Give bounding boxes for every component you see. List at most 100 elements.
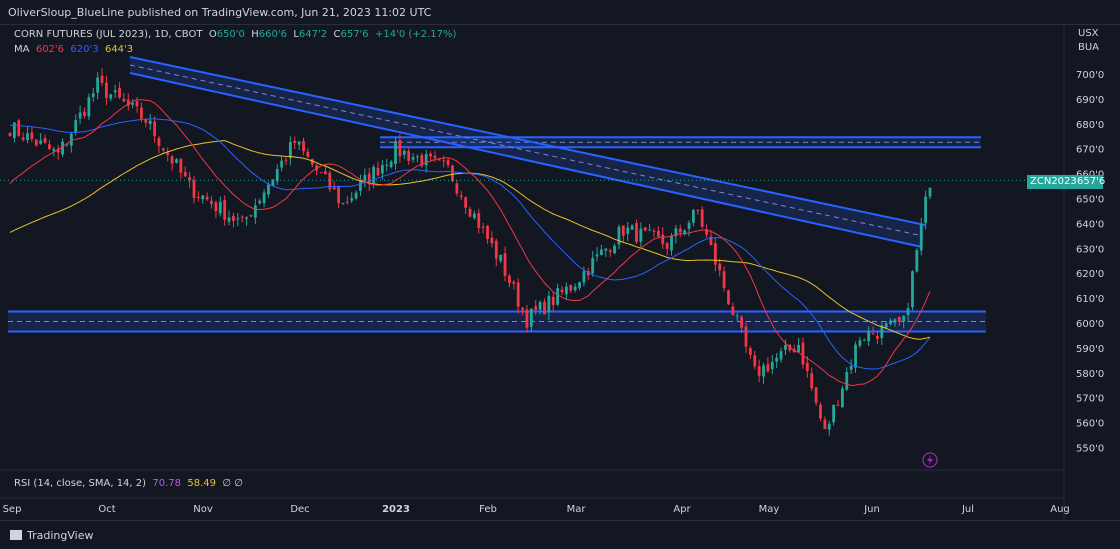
candle-body <box>805 362 809 371</box>
candle-body <box>433 155 437 158</box>
candle-body <box>297 141 301 145</box>
candle-body <box>424 153 428 166</box>
candle-body <box>911 271 914 308</box>
candle-body <box>245 217 248 219</box>
candle-body <box>332 187 336 190</box>
rsi-label[interactable]: RSI (14, close, SMA, 14, 2) <box>14 478 147 489</box>
candle-body <box>83 111 86 116</box>
candle-body <box>275 169 279 182</box>
x-tick-label: 2023 <box>382 504 410 515</box>
candle-body <box>380 165 384 174</box>
tradingview-logo[interactable]: TradingView <box>10 529 93 542</box>
candle-body <box>770 361 774 369</box>
ma-label[interactable]: MA <box>14 44 30 55</box>
candle-body <box>78 112 82 119</box>
candle-body <box>43 138 47 143</box>
candle-body <box>840 388 844 408</box>
ma-slow-line <box>9 140 931 340</box>
candle-body <box>104 82 108 98</box>
candle-body <box>26 133 29 141</box>
candle-body <box>455 183 459 194</box>
candle-body <box>389 161 393 168</box>
candle-body <box>17 120 21 136</box>
candle-body <box>183 172 187 177</box>
candle-body <box>508 275 511 284</box>
candle-body <box>210 200 213 204</box>
flash-icon[interactable] <box>922 452 938 468</box>
candle-body <box>919 223 923 251</box>
last-price-badge: ZCN2023 657'6 <box>1027 175 1105 189</box>
flash-icon-bolt <box>927 455 933 465</box>
candle-body <box>372 166 376 183</box>
candle-body <box>288 141 292 159</box>
candle-body <box>131 103 135 105</box>
candle-body <box>753 355 757 367</box>
candle-body <box>595 254 599 257</box>
candle-body <box>880 325 884 338</box>
candle-body <box>889 320 892 325</box>
candle-body <box>354 192 358 199</box>
candle-body <box>218 201 222 214</box>
candle-body <box>928 187 932 197</box>
candle-body <box>643 227 647 231</box>
x-tick-label: Aug <box>1050 504 1070 515</box>
candle-body <box>188 177 192 181</box>
candle-body <box>350 198 354 201</box>
rsi-extra: ∅ ∅ <box>222 478 244 489</box>
x-tick-label: Jul <box>961 504 974 515</box>
brand-text: TradingView <box>27 529 94 542</box>
candle-body <box>529 308 533 327</box>
candle-body <box>100 75 104 83</box>
candle-body <box>310 159 314 165</box>
candle-body <box>328 172 332 190</box>
candle-body <box>416 156 419 158</box>
candle-body <box>324 171 327 175</box>
candle-body <box>402 150 406 155</box>
candle-body <box>118 87 121 98</box>
channel-lower-line <box>129 72 923 248</box>
candle-body <box>854 344 857 368</box>
candle-body <box>451 165 454 182</box>
candle-body <box>477 213 481 229</box>
y-tick-label: 690'0 <box>1076 95 1104 106</box>
candle-body <box>486 225 489 239</box>
x-tick-label: Oct <box>98 504 115 515</box>
symbol-legend[interactable]: CORN FUTURES (JUL 2023), 1D, CBOT O650'0… <box>14 29 456 40</box>
candle-body <box>551 296 555 306</box>
candle-body <box>341 202 345 204</box>
candle-body <box>201 195 205 200</box>
candle-body <box>175 159 178 163</box>
candle-body <box>678 228 682 233</box>
candle-body <box>604 248 608 251</box>
candle-body <box>161 148 165 151</box>
candle-body <box>626 227 630 234</box>
candle-body <box>293 140 297 143</box>
candle-body <box>621 225 625 236</box>
high-value: 660'6 <box>258 29 287 40</box>
candle-body <box>766 364 770 372</box>
candle-body <box>556 288 560 305</box>
candle-body <box>858 340 862 346</box>
rsi-legend[interactable]: RSI (14, close, SMA, 14, 2) 70.78 58.49 … <box>14 478 243 489</box>
candle-body <box>902 316 906 322</box>
high-label: H <box>251 29 259 40</box>
ma-legend[interactable]: MA 602'6 620'3 644'3 <box>14 44 133 55</box>
price-chart[interactable]: 700'0690'0680'0670'0660'0650'0640'0630'0… <box>0 0 1120 520</box>
candle-body <box>223 200 227 220</box>
candle-body <box>876 335 879 339</box>
candle-body <box>849 365 853 370</box>
candle-body <box>692 209 695 223</box>
candle-body <box>635 223 638 242</box>
open-value: 650'0 <box>216 29 245 40</box>
candle-body <box>748 348 752 355</box>
candle-body <box>12 122 16 139</box>
candle-body <box>253 205 257 218</box>
candle-body <box>232 215 235 221</box>
y-tick-label: 650'0 <box>1076 195 1104 206</box>
candle-body <box>810 373 814 389</box>
symbol-title[interactable]: CORN FUTURES (JUL 2023), 1D, CBOT <box>14 29 203 40</box>
candle-body <box>96 77 100 93</box>
candle-body <box>376 167 380 176</box>
candle-body <box>122 98 126 102</box>
candle-body <box>915 250 919 272</box>
